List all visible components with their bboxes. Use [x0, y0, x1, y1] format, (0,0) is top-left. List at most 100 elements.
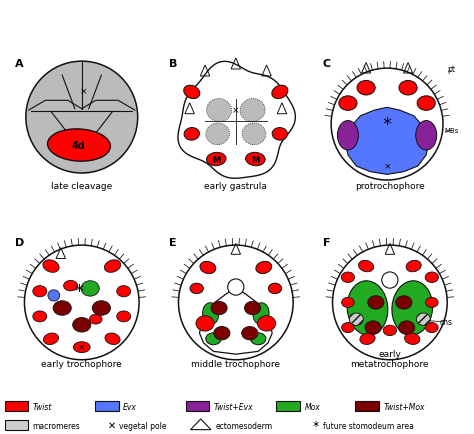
Ellipse shape	[246, 153, 265, 166]
Circle shape	[331, 69, 443, 181]
Ellipse shape	[349, 313, 363, 326]
Ellipse shape	[342, 323, 354, 333]
Circle shape	[382, 272, 398, 289]
Ellipse shape	[43, 260, 59, 273]
Ellipse shape	[240, 99, 265, 122]
Ellipse shape	[250, 333, 266, 345]
Ellipse shape	[211, 302, 227, 315]
Ellipse shape	[360, 333, 375, 345]
Ellipse shape	[365, 321, 381, 335]
Text: Twist+Mox: Twist+Mox	[383, 402, 425, 411]
Ellipse shape	[383, 326, 397, 336]
Text: early
metatrochophore: early metatrochophore	[351, 349, 429, 368]
Ellipse shape	[245, 302, 261, 315]
Ellipse shape	[184, 128, 200, 141]
Ellipse shape	[190, 283, 203, 294]
Ellipse shape	[200, 262, 216, 274]
Ellipse shape	[242, 327, 258, 340]
Ellipse shape	[416, 121, 437, 151]
FancyBboxPatch shape	[356, 401, 379, 411]
Text: protrochophore: protrochophore	[355, 181, 425, 191]
Text: *: *	[74, 283, 83, 300]
Text: ectomesoderm: ectomesoderm	[216, 421, 273, 430]
Circle shape	[25, 246, 139, 360]
Ellipse shape	[184, 86, 200, 99]
Ellipse shape	[214, 327, 230, 340]
Ellipse shape	[48, 290, 60, 301]
Text: future stomodeum area: future stomodeum area	[323, 421, 414, 430]
Ellipse shape	[268, 283, 282, 294]
Text: early trochophore: early trochophore	[41, 359, 122, 368]
Ellipse shape	[64, 281, 78, 291]
Polygon shape	[345, 108, 429, 175]
Ellipse shape	[242, 124, 266, 145]
Ellipse shape	[33, 311, 47, 322]
Text: Evx: Evx	[123, 402, 137, 411]
Ellipse shape	[207, 99, 232, 122]
FancyBboxPatch shape	[95, 401, 118, 411]
Circle shape	[179, 246, 293, 360]
Ellipse shape	[347, 281, 388, 335]
Ellipse shape	[399, 321, 415, 335]
Text: B: B	[169, 59, 177, 69]
Ellipse shape	[358, 261, 374, 272]
Text: middle trochophore: middle trochophore	[191, 359, 280, 368]
Text: ×: ×	[383, 162, 391, 171]
Ellipse shape	[406, 261, 421, 272]
Polygon shape	[178, 62, 295, 179]
Ellipse shape	[392, 281, 433, 335]
Ellipse shape	[341, 273, 355, 283]
Ellipse shape	[90, 315, 102, 324]
Text: ×: ×	[232, 106, 239, 115]
Ellipse shape	[202, 303, 219, 325]
Text: ×: ×	[80, 87, 87, 96]
Ellipse shape	[342, 298, 354, 308]
Ellipse shape	[33, 286, 47, 297]
Ellipse shape	[417, 313, 430, 326]
Ellipse shape	[368, 296, 384, 309]
Ellipse shape	[196, 316, 214, 331]
Text: 4d: 4d	[72, 141, 86, 151]
Text: *: *	[383, 116, 392, 134]
Ellipse shape	[257, 316, 276, 331]
Ellipse shape	[117, 311, 131, 322]
Ellipse shape	[81, 281, 99, 296]
Text: A: A	[15, 59, 23, 69]
Circle shape	[333, 246, 447, 360]
Ellipse shape	[337, 121, 358, 151]
Ellipse shape	[73, 342, 90, 353]
Text: C: C	[323, 59, 331, 69]
Ellipse shape	[339, 97, 357, 111]
FancyBboxPatch shape	[5, 401, 28, 411]
Ellipse shape	[399, 81, 417, 96]
Circle shape	[228, 279, 244, 296]
FancyBboxPatch shape	[5, 420, 28, 430]
Ellipse shape	[104, 260, 121, 273]
Ellipse shape	[426, 323, 438, 333]
Ellipse shape	[426, 298, 438, 308]
Ellipse shape	[357, 81, 375, 96]
Text: ×: ×	[78, 343, 85, 352]
Ellipse shape	[117, 286, 131, 297]
Text: macromeres: macromeres	[33, 421, 81, 430]
Text: F: F	[323, 237, 330, 247]
Ellipse shape	[206, 333, 221, 345]
Ellipse shape	[417, 97, 435, 111]
Text: D: D	[15, 237, 24, 247]
Text: chs: chs	[440, 318, 453, 327]
Ellipse shape	[105, 333, 120, 345]
Polygon shape	[200, 290, 272, 354]
Ellipse shape	[206, 124, 229, 145]
Ellipse shape	[207, 153, 226, 166]
FancyBboxPatch shape	[276, 401, 300, 411]
Text: E: E	[169, 237, 176, 247]
Ellipse shape	[73, 318, 91, 332]
Text: late cleavage: late cleavage	[51, 181, 112, 191]
Ellipse shape	[92, 301, 110, 316]
Ellipse shape	[272, 128, 288, 141]
Text: vegetal pole: vegetal pole	[118, 421, 166, 430]
Text: Mox: Mox	[304, 402, 320, 411]
Ellipse shape	[253, 303, 269, 325]
Text: M: M	[212, 155, 220, 164]
Ellipse shape	[256, 262, 272, 274]
